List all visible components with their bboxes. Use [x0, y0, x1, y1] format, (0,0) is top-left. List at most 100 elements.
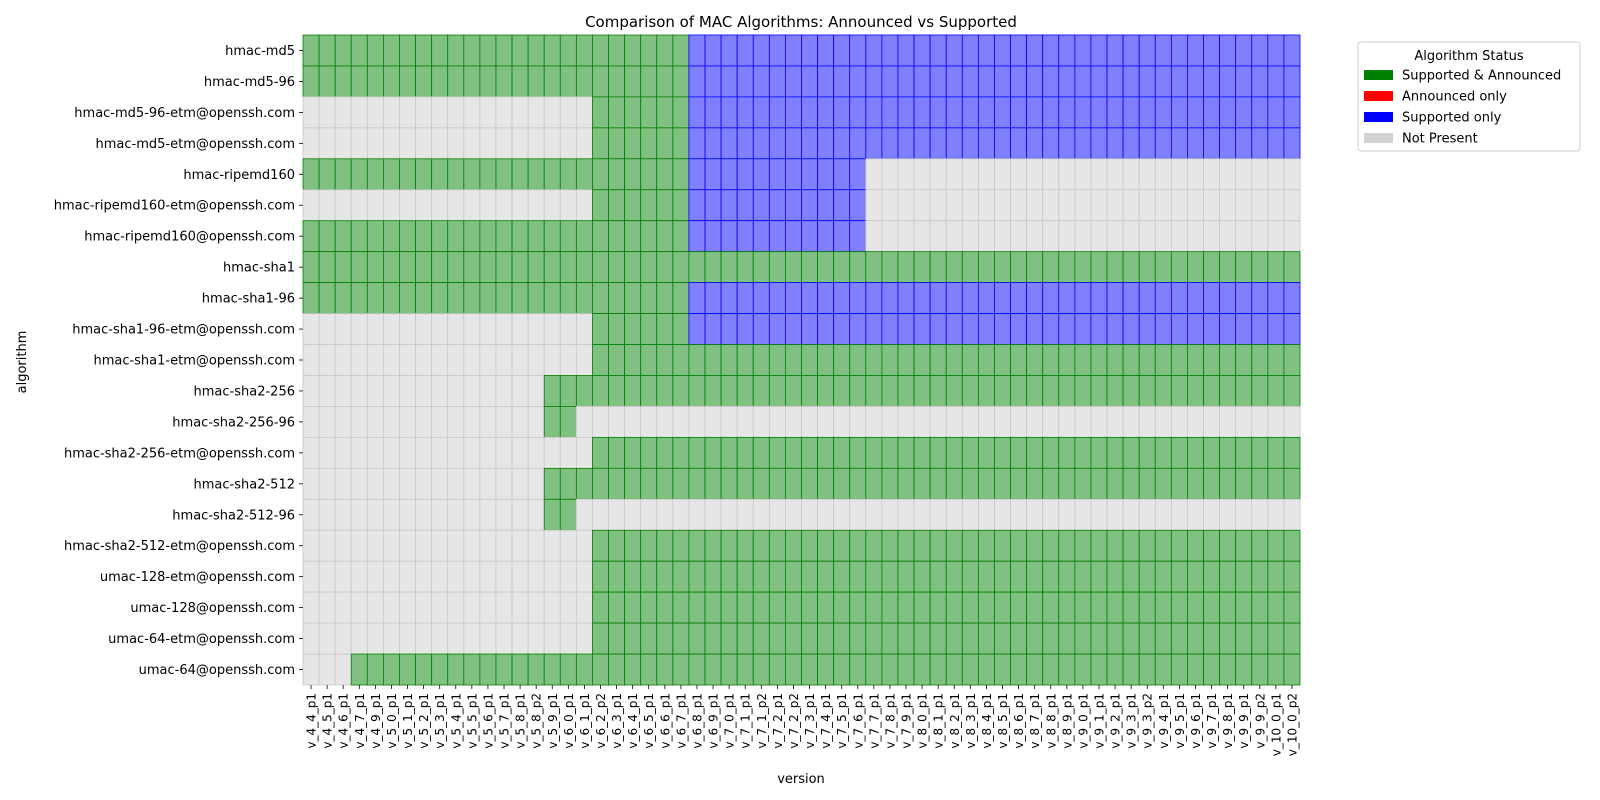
heatmap-cell	[575, 653, 593, 686]
heatmap-cell	[527, 560, 545, 593]
heatmap-cell	[447, 127, 465, 160]
heatmap-cell	[302, 622, 320, 655]
heatmap-cell	[1058, 282, 1076, 314]
heatmap-cell	[527, 34, 545, 67]
heatmap-cell	[447, 498, 465, 531]
heatmap-cell	[929, 34, 947, 67]
heatmap-cell	[833, 560, 851, 593]
heatmap-cell	[382, 344, 400, 376]
x-tick-label: v_9_3_p1	[1125, 693, 1139, 749]
x-tick-label: v_6_9_p1	[707, 693, 721, 749]
heatmap-cell	[302, 251, 320, 284]
heatmap-cell	[688, 591, 706, 624]
heatmap-cell	[736, 436, 754, 469]
heatmap-cell	[688, 653, 706, 686]
heatmap-cell	[881, 467, 899, 500]
heatmap-cell	[1154, 375, 1172, 407]
heatmap-cell	[1170, 436, 1188, 469]
heatmap-cell	[1106, 560, 1124, 593]
heatmap-cell	[559, 34, 577, 67]
x-tick-label: v_6_6_p1	[658, 693, 672, 749]
heatmap-cell	[1283, 344, 1301, 376]
heatmap-cell	[736, 653, 754, 686]
x-tick-label: v_7_4_p1	[819, 693, 833, 749]
heatmap-cell	[768, 375, 786, 407]
heatmap-cell	[1283, 65, 1301, 98]
heatmap-cell	[334, 189, 352, 222]
heatmap-cell	[1203, 591, 1221, 624]
heatmap-cell	[415, 158, 433, 191]
heatmap-cell	[961, 591, 979, 624]
heatmap-cell	[1074, 189, 1092, 222]
heatmap-cell	[640, 313, 658, 345]
heatmap-cell	[977, 344, 995, 376]
heatmap-cell	[656, 251, 674, 284]
heatmap-cell	[1138, 96, 1156, 129]
heatmap-cell	[366, 220, 384, 253]
heatmap-cell	[1074, 622, 1092, 655]
heatmap-cell	[334, 127, 352, 160]
heatmap-cell	[913, 282, 931, 314]
x-tick-label: v_8_0_p1	[916, 693, 930, 749]
y-tick-label: hmac-sha1	[223, 261, 295, 276]
heatmap-cell	[752, 189, 770, 222]
heatmap-cell	[302, 653, 320, 686]
heatmap-cell	[366, 282, 384, 314]
heatmap-cell	[559, 220, 577, 253]
x-tick-label: v_5_9_p1	[546, 693, 560, 749]
heatmap-cell	[608, 65, 626, 98]
heatmap-cell	[865, 220, 883, 253]
x-tick-label: v_6_3_p1	[610, 693, 624, 749]
heatmap-cell	[1267, 158, 1285, 191]
heatmap-cell	[720, 591, 738, 624]
heatmap-cell	[945, 375, 963, 407]
heatmap-cell	[945, 251, 963, 284]
heatmap-cell	[1219, 251, 1237, 284]
heatmap-cell	[688, 375, 706, 407]
heatmap-cell	[334, 498, 352, 531]
heatmap-cell	[1219, 189, 1237, 222]
heatmap-cell	[961, 96, 979, 129]
heatmap-cell	[608, 498, 626, 531]
heatmap-cell	[817, 220, 835, 253]
heatmap-cell	[463, 375, 481, 407]
heatmap-cell	[785, 251, 802, 284]
heatmap-cell	[977, 34, 995, 67]
heatmap-cell	[624, 127, 642, 160]
heatmap-cell	[865, 282, 883, 314]
heatmap-cell	[1283, 34, 1301, 67]
heatmap-cell	[801, 158, 818, 191]
heatmap-cell	[929, 282, 947, 314]
heatmap-cell	[881, 313, 899, 345]
heatmap-cell	[1042, 591, 1060, 624]
heatmap-cell	[511, 498, 529, 531]
heatmap-cell	[1074, 158, 1092, 191]
heatmap-cell	[640, 158, 658, 191]
heatmap-cell	[801, 375, 818, 407]
x-tick-label: v_8_6_p1	[1012, 693, 1026, 749]
heatmap-cell	[479, 220, 497, 253]
heatmap-cell	[994, 65, 1011, 98]
heatmap-cell	[801, 34, 818, 67]
heatmap-cell	[1026, 313, 1044, 345]
heatmap-cell	[431, 65, 449, 98]
heatmap-cell	[1026, 467, 1044, 500]
heatmap-cell	[431, 498, 449, 531]
heatmap-cell	[736, 65, 754, 98]
heatmap-cell	[881, 65, 899, 98]
heatmap-cell	[511, 65, 529, 98]
heatmap-cell	[1154, 189, 1172, 222]
heatmap-cell	[302, 436, 320, 469]
heatmap-cell	[1187, 251, 1204, 284]
heatmap-cell	[1283, 436, 1301, 469]
heatmap-cell	[849, 282, 867, 314]
heatmap-cell	[1251, 189, 1269, 222]
heatmap-cell	[720, 375, 738, 407]
heatmap-cell	[495, 467, 513, 500]
heatmap-cell	[1042, 467, 1060, 500]
heatmap-cell	[881, 282, 899, 314]
heatmap-cell	[399, 96, 416, 129]
x-tick-label: v_8_7_p1	[1028, 693, 1042, 749]
heatmap-cell	[463, 591, 481, 624]
heatmap-cell	[865, 622, 883, 655]
